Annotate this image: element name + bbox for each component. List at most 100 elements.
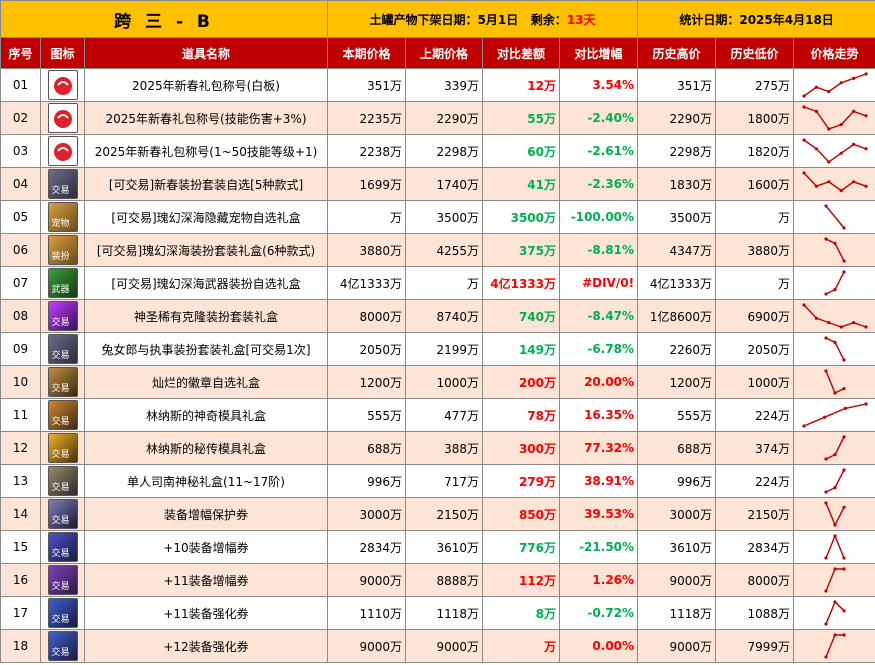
col-header: 历史低价 <box>715 37 795 69</box>
amplify-ticket-10-icon: 交易 <box>47 532 78 562</box>
price-sparkline <box>801 105 868 131</box>
sparkline-point <box>863 184 868 188</box>
item-icon-cell: 交易 <box>40 530 85 564</box>
sparkline-point <box>832 340 837 344</box>
sparkline-point <box>851 180 855 184</box>
sparkline-point <box>823 589 828 593</box>
history-high: 1118万 <box>637 596 717 630</box>
icon-tag-label: 交易 <box>51 483 70 493</box>
price-change-pct: -21.50% <box>558 530 639 564</box>
item-icon-cell <box>40 68 85 102</box>
purple-clone-box-icon: 交易 <box>47 301 78 331</box>
table-row: 17 交易 +11装备强化券 1110万 1118万 8万 -0.72% 1118万 1088万 <box>0 596 875 630</box>
sparkline-point <box>832 241 837 245</box>
col-header: 价格走势 <box>793 37 875 69</box>
price-change-pct: 38.91% <box>558 464 639 498</box>
item-name: [可交易]新春装扮套装自选[5种款式] <box>84 167 328 201</box>
row-number: 18 <box>0 629 41 663</box>
previous-price: 4255万 <box>405 233 483 267</box>
icon-tag-label: 交易 <box>51 648 70 658</box>
table-row: 03 2025年新春礼包称号(1~50技能等级+1) 2238万 2298万 60万 -2… <box>0 134 875 168</box>
current-price: 9000万 <box>327 629 406 663</box>
trend-cell <box>793 266 875 300</box>
treasure-chest-icon: 装扮 <box>47 235 78 265</box>
price-change-pct: #DIV/0! <box>558 266 639 300</box>
item-icon-cell: 交易 <box>40 365 85 399</box>
trend-cell <box>793 563 875 597</box>
current-price: 351万 <box>327 68 406 102</box>
sparkline-line <box>824 600 845 625</box>
previous-price: 388万 <box>405 431 483 465</box>
row-number: 14 <box>0 497 41 531</box>
table-row: 15 交易 +10装备增幅券 2834万 3610万 776万 -21.50% 3610万 28… <box>0 530 875 564</box>
col-header: 历史高价 <box>637 37 717 69</box>
sparkline-point <box>801 94 806 98</box>
history-low: 8000万 <box>715 563 795 597</box>
table-row: 11 交易 林纳斯的神奇模具礼盒 555万 477万 78万 16.35% 555万 224万 <box>0 398 875 432</box>
sparkline-point <box>863 114 868 118</box>
sparkline-point <box>823 622 828 626</box>
sparkline-point <box>814 316 818 320</box>
item-icon-cell: 交易 <box>40 398 85 432</box>
price-sparkline <box>823 270 846 296</box>
price-change-pct: -100.00% <box>558 200 639 234</box>
item-icon-cell: 交易 <box>40 299 85 333</box>
history-high: 4亿1333万 <box>637 266 717 300</box>
previous-price: 3610万 <box>405 530 483 564</box>
reinforce-ticket-11-icon: 交易 <box>47 598 78 628</box>
sparkline-point <box>839 325 843 329</box>
history-high: 351万 <box>637 68 717 102</box>
item-name: +12装备强化券 <box>84 629 328 663</box>
history-high: 996万 <box>637 464 717 498</box>
table-row: 07 武器 [可交易]瑰幻深海武器装扮自选礼盒 4亿1333万万 4亿1333万 #DIV… <box>0 266 875 300</box>
history-low: 1600万 <box>715 167 795 201</box>
price-change-pct: -2.40% <box>558 101 639 135</box>
price-diff: 3500万 <box>482 200 560 234</box>
current-price: 688万 <box>327 431 406 465</box>
item-name: +10装备增幅券 <box>84 530 328 564</box>
price-diff: 375万 <box>482 233 560 267</box>
col-header: 本期价格 <box>327 37 406 69</box>
current-price: 2050万 <box>327 332 406 366</box>
sparkline-line <box>824 502 845 527</box>
avatar-box-icon: 交易 <box>47 169 78 199</box>
previous-price: 2298万 <box>405 134 483 168</box>
sparkline-point <box>839 151 843 155</box>
history-high: 2260万 <box>637 332 717 366</box>
icon-tag-label: 武器 <box>51 285 70 295</box>
red-heart-title-icon <box>47 103 78 133</box>
trend-cell <box>793 464 875 498</box>
item-name: [可交易]瑰幻深海装扮套装礼盒(6种款式) <box>84 233 328 267</box>
sparkline-point <box>823 237 828 241</box>
col-header: 序号 <box>0 37 41 69</box>
sparkline-point <box>822 415 826 419</box>
row-number: 02 <box>0 101 41 135</box>
row-number: 03 <box>0 134 41 168</box>
row-number: 07 <box>0 266 41 300</box>
history-low: 275万 <box>715 68 795 102</box>
sparkline-point <box>839 81 843 85</box>
row-number: 09 <box>0 332 41 366</box>
trend-cell <box>793 233 875 267</box>
item-icon-cell: 交易 <box>40 563 85 597</box>
protect-ticket-icon: 交易 <box>47 499 78 529</box>
item-name: +11装备强化券 <box>84 596 328 630</box>
price-change-pct: 1.26% <box>558 563 639 597</box>
sparkline-point <box>826 321 830 325</box>
stat-date-cell: 统计日期：2025年4月18日 <box>637 0 875 38</box>
trend-cell <box>793 398 875 432</box>
sparkline-point <box>841 556 846 560</box>
price-change-pct: -0.72% <box>558 596 639 630</box>
previous-price: 717万 <box>405 464 483 498</box>
treasure-chest-icon: 宠物 <box>47 202 78 232</box>
sparkline-point <box>851 142 855 146</box>
price-sparkline <box>823 369 846 395</box>
trend-cell <box>793 365 875 399</box>
history-high: 555万 <box>637 398 717 432</box>
sparkline-point <box>823 556 828 560</box>
item-name: 2025年新春礼包称号(白板) <box>84 68 328 102</box>
sparkline-point <box>832 600 837 604</box>
sparkline-point <box>863 72 868 76</box>
sparkline-point <box>841 435 846 439</box>
